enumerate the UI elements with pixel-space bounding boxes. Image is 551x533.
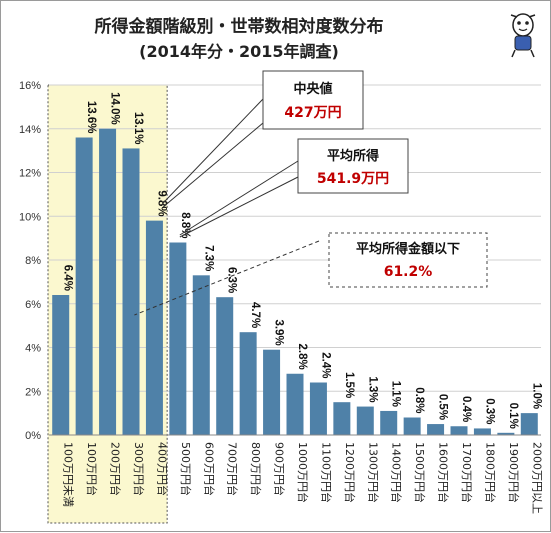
y-tick-label: 12% [19, 168, 41, 180]
x-tick-label: 1900万円台 [507, 442, 521, 503]
data-label: 2.8% [296, 344, 308, 370]
data-label: 13.6% [85, 101, 97, 134]
data-label: 2.4% [319, 352, 331, 378]
mean-callout-label: 平均所得 [327, 148, 379, 164]
data-label: 14.0% [109, 92, 121, 125]
bars [52, 128, 538, 435]
data-label: 0.1% [507, 403, 519, 429]
below-mean-pointer-line [134, 240, 320, 316]
bar [286, 373, 304, 435]
mascot-icon [510, 13, 536, 58]
mean-callout-value: 541.9万円 [317, 171, 389, 187]
y-tick-label: 4% [25, 343, 41, 355]
data-label: 0.8% [413, 387, 425, 413]
bar [520, 413, 538, 435]
bar [99, 128, 117, 435]
y-axis: 0% 2% 4% 6% 8% 10% 12% 14% 16% [19, 80, 41, 442]
data-label: 13.1% [132, 112, 144, 145]
x-tick-label: 700万円台 [226, 442, 240, 496]
below-mean-callout: 平均所得金額以下 61.2% [328, 232, 488, 288]
x-tick-label: 1600万円台 [437, 442, 451, 503]
bar [192, 275, 210, 435]
bar [145, 220, 163, 435]
mean-pointer-line [179, 176, 299, 238]
x-tick-label: 1800万円台 [483, 442, 497, 503]
below-mean-callout-label: 平均所得金額以下 [356, 241, 460, 257]
x-tick-label: 400万円台 [155, 442, 169, 496]
below-mean-callout-value: 61.2% [384, 264, 433, 280]
bar [309, 382, 327, 435]
bar [239, 332, 257, 435]
bar [450, 426, 468, 435]
y-tick-label: 8% [25, 255, 41, 267]
x-tick-label: 100万円未満 [62, 442, 75, 507]
bar [52, 295, 70, 435]
bar [216, 297, 234, 435]
data-label: 0.4% [460, 396, 472, 422]
y-tick-label: 14% [19, 124, 41, 136]
data-label: 1.1% [390, 381, 402, 407]
x-tick-label: 500万円台 [179, 442, 193, 496]
median-callout-label: 中央値 [293, 81, 332, 97]
data-label: 6.3% [226, 267, 238, 293]
x-tick-label: 100万円台 [85, 442, 99, 496]
x-tick-label: 600万円台 [202, 442, 216, 496]
x-tick-label: 1400万円台 [390, 442, 404, 503]
median-callout-value: 427万円 [284, 105, 341, 121]
y-tick-label: 6% [25, 299, 41, 311]
x-tick-label: 1000万円台 [296, 442, 310, 503]
x-tick-label: 1300万円台 [366, 442, 380, 503]
data-label: 1.5% [343, 372, 355, 398]
y-tick-label: 16% [19, 80, 41, 92]
x-tick-label: 2000万円以上 [530, 442, 543, 514]
x-tick-label: 1100万円台 [319, 442, 333, 503]
bar [333, 402, 351, 435]
x-axis-categories: 100万円未満 100万円台 200万円台 300万円台 400万円台 500万円台 600… [62, 442, 544, 514]
data-labels: 6.4% 13.6% 14.0% 13.1% 9.8% 8.8% 7.3% 6.3% 4.7% 3… [62, 92, 543, 429]
x-tick-label: 900万円台 [273, 442, 287, 496]
bar [473, 428, 491, 435]
data-label: 6.4% [62, 265, 74, 291]
data-label: 3.9% [273, 319, 285, 345]
data-label: 1.3% [366, 376, 378, 402]
bar [427, 424, 445, 435]
data-label: 0.5% [437, 394, 449, 420]
mean-pointer-line [179, 160, 299, 236]
y-tick-label: 10% [19, 211, 41, 223]
data-label: 0.3% [483, 398, 495, 424]
bar [122, 148, 140, 435]
bar [75, 137, 93, 435]
y-tick-label: 2% [25, 386, 41, 398]
median-pointer-line [162, 122, 264, 208]
data-label: 4.7% [249, 302, 261, 328]
chart-title: 所得金額階級別・世帯数相対度数分布 [95, 16, 384, 37]
bar [356, 406, 374, 435]
data-label: 1.0% [530, 383, 542, 409]
bar [263, 349, 281, 435]
x-tick-label: 1700万円台 [460, 442, 474, 503]
bar [497, 432, 515, 435]
data-label: 8.8% [179, 212, 191, 238]
median-pointer-line [162, 98, 264, 204]
x-tick-label: 1500万円台 [413, 442, 427, 503]
x-tick-label: 1200万円台 [343, 442, 357, 503]
x-tick-label: 800万円台 [249, 442, 263, 496]
data-label: 9.8% [155, 190, 167, 216]
x-tick-label: 200万円台 [109, 442, 123, 496]
mean-callout: 平均所得 541.9万円 [297, 138, 409, 194]
y-tick-label: 0% [25, 430, 41, 442]
bar [380, 410, 398, 435]
median-callout: 中央値 427万円 [262, 70, 364, 130]
bar [169, 242, 187, 435]
chart-subtitle: (2014年分・2015年調査) [139, 42, 339, 61]
bar [403, 417, 421, 435]
x-tick-label: 300万円台 [132, 442, 146, 496]
data-label: 7.3% [202, 245, 214, 271]
